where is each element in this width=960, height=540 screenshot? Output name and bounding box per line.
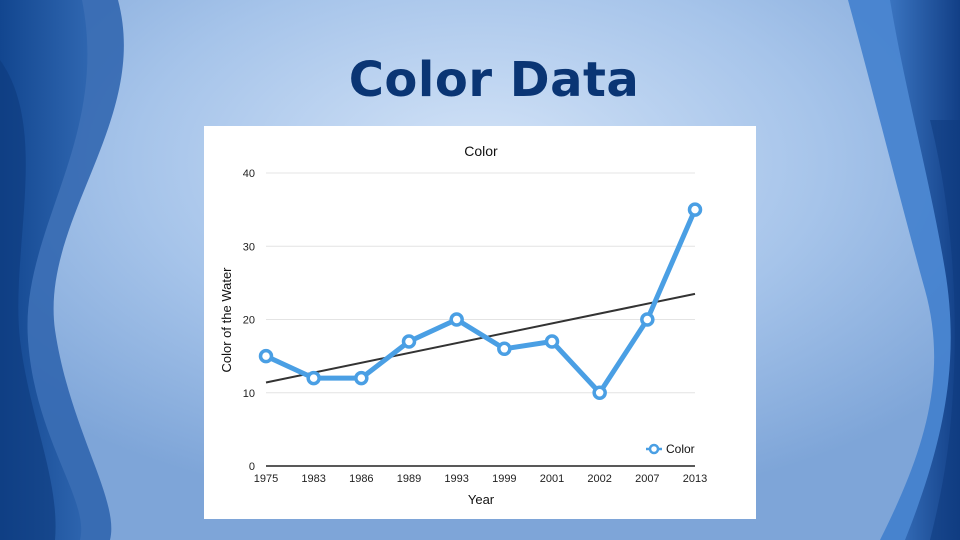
x-axis-label: Year — [468, 492, 495, 507]
y-tick-label: 0 — [249, 461, 255, 473]
x-tick-label: 1986 — [349, 473, 373, 485]
x-tick-label: 1989 — [397, 473, 421, 485]
y-tick-label: 40 — [243, 168, 255, 180]
x-tick-label: 2007 — [635, 473, 659, 485]
y-axis-label: Color of the Water — [219, 267, 234, 373]
data-point — [592, 385, 607, 400]
x-tick-labels: 1975 1983 1986 1989 1993 1999 2001 2002 2007 2013 — [254, 473, 707, 485]
x-tick-label: 2001 — [540, 473, 564, 485]
slide-title: Color Data — [348, 52, 640, 108]
x-tick-label: 1993 — [444, 473, 468, 485]
legend-marker — [648, 443, 660, 455]
y-tick-label: 10 — [243, 388, 255, 400]
trendline — [265, 292, 696, 384]
data-point — [258, 348, 274, 364]
data-point — [354, 370, 369, 386]
data-point — [544, 334, 560, 349]
gridlines — [266, 172, 695, 467]
legend: Color — [646, 442, 695, 456]
data-point — [687, 202, 703, 217]
chart-title: Color — [464, 143, 498, 159]
data-point — [449, 312, 464, 327]
y-tick-labels: 0 10 20 30 40 — [243, 168, 255, 473]
x-tick-label: 1983 — [301, 473, 325, 485]
x-tick-label: 1975 — [254, 473, 278, 485]
x-tick-label: 2013 — [683, 473, 707, 485]
x-tick-label: 2002 — [587, 473, 611, 485]
trendline-layer — [265, 292, 696, 384]
series-line — [263, 207, 698, 396]
legend-label: Color — [666, 442, 695, 456]
chart-panel: Color Color of the Water Year 0 10 20 30 40 … — [204, 126, 756, 519]
y-tick-label: 20 — [243, 315, 255, 327]
line-chart: Color Color of the Water Year 010203040 … — [219, 143, 707, 507]
series-layer — [258, 202, 703, 400]
data-point — [640, 312, 655, 327]
data-point — [401, 334, 417, 349]
x-tick-label: 1999 — [492, 473, 516, 485]
data-point — [306, 370, 321, 386]
y-tick-label: 30 — [243, 241, 255, 253]
data-point — [497, 341, 512, 357]
